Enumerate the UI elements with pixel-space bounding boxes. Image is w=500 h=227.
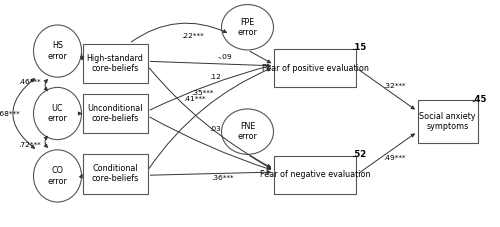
Text: .41***: .41*** [184,96,206,102]
Text: Social anxiety
symptoms: Social anxiety symptoms [419,112,476,131]
Text: -.09: -.09 [218,54,232,60]
Text: .03: .03 [209,126,221,132]
Text: .35***: .35*** [191,90,214,96]
Text: CO
error: CO error [48,166,68,186]
Ellipse shape [222,109,274,154]
Text: .46***: .46*** [18,79,42,85]
Text: .32***: .32*** [384,83,406,89]
Text: FPE
error: FPE error [238,17,258,37]
Text: .68***: .68*** [0,111,20,116]
Text: UC
error: UC error [48,104,68,123]
Bar [418,100,478,143]
Ellipse shape [34,150,82,202]
Text: High-standard
core-beliefs: High-standard core-beliefs [86,54,144,73]
Text: .45: .45 [472,95,486,104]
Bar [274,49,356,87]
Text: .36***: .36*** [211,175,234,181]
Text: Conditional
core-beliefs: Conditional core-beliefs [92,164,138,183]
Text: .52: .52 [352,150,366,159]
Text: Unconditional
core-beliefs: Unconditional core-beliefs [88,104,143,123]
Ellipse shape [34,25,82,77]
Text: .49***: .49*** [384,155,406,161]
Ellipse shape [34,87,82,140]
Text: FNE
error: FNE error [238,122,258,141]
Text: .22***: .22*** [181,33,204,39]
Text: .72***: .72*** [18,142,42,148]
Bar [82,44,148,84]
Bar [82,154,148,193]
Text: Fear of positive evaluation: Fear of positive evaluation [262,64,368,73]
Text: .15: .15 [352,43,366,52]
Bar [274,156,356,193]
Text: .12: .12 [209,74,221,80]
Ellipse shape [222,5,274,50]
Bar [82,94,148,133]
Text: Fear of negative evaluation: Fear of negative evaluation [260,170,370,179]
Text: HS
error: HS error [48,41,68,61]
